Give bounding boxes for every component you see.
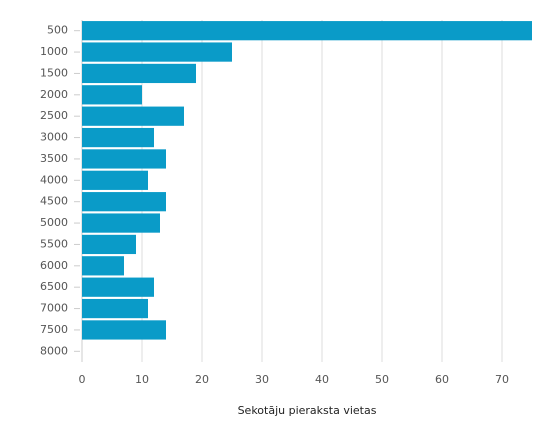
y-tick-label: 2500 [40,109,68,122]
y-tick-label: 7500 [40,323,68,336]
bar [82,320,166,340]
y-tick-label: 5500 [40,237,68,250]
y-tick-label: 7000 [40,302,68,315]
bar [82,277,154,297]
x-axis-label: Sekotāju pieraksta vietas [238,404,377,417]
x-tick-label: 10 [135,373,149,386]
x-tick-label: 30 [255,373,269,386]
bar [82,127,154,148]
bar [82,42,232,62]
y-tick-label: 6000 [40,259,68,272]
x-tick-label: 40 [315,373,329,386]
bar [82,298,148,319]
bar [82,149,166,169]
y-tick-label: 8000 [40,344,68,357]
x-tick-label: 0 [79,373,86,386]
bar [82,192,166,212]
bar [82,170,148,190]
y-tick-label: 500 [47,24,68,37]
bar [82,106,184,126]
y-tick-label: 4500 [40,195,68,208]
y-tick-label: 1000 [40,45,68,58]
y-tick-label: 6500 [40,280,68,293]
bar [82,63,196,84]
y-tick-label: 5000 [40,216,68,229]
bar [82,21,532,41]
bar [82,234,136,255]
y-tick-label: 4000 [40,173,68,186]
x-tick-label: 50 [375,373,389,386]
x-tick-label: 60 [435,373,449,386]
y-tick-label: 2000 [40,88,68,101]
x-tick-label: 20 [195,373,209,386]
y-tick-label: 3000 [40,131,68,144]
bar [82,85,142,105]
x-tick-label: 70 [495,373,509,386]
bar [82,256,124,276]
bar [82,213,160,233]
y-tick-label: 1500 [40,66,68,79]
y-tick-label: 3500 [40,152,68,165]
